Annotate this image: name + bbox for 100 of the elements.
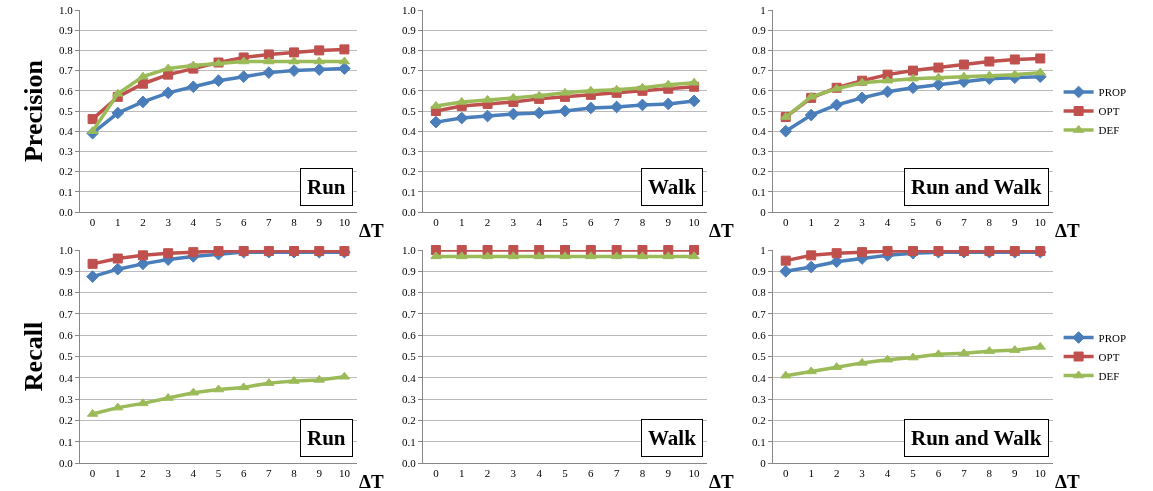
x-tick-label: 8	[639, 216, 646, 229]
x-tick-label: 6	[240, 467, 247, 480]
x-tick-label: 6	[240, 216, 247, 229]
y-tick-label: 1.0	[59, 3, 74, 16]
y-tick-label: 0.3	[752, 145, 767, 158]
y-tick-label: 0.0	[59, 205, 74, 218]
y-tick-label: 0.8	[752, 44, 767, 57]
x-tick-label: 4	[884, 216, 891, 229]
x-tick-label: 3	[510, 467, 517, 480]
y-tick-label: 0.5	[59, 104, 74, 117]
y-tick-label: 1.0	[402, 243, 417, 256]
y-tick-label: 0.5	[752, 350, 767, 363]
x-axis-title: ΔT	[359, 220, 384, 241]
y-tick-label: 0	[760, 205, 767, 218]
x-tick-label: 5	[215, 216, 222, 229]
y-tick-label: 0.1	[752, 435, 766, 448]
y-tick-label: 0.4	[752, 125, 767, 138]
x-tick-label: 1	[808, 467, 814, 480]
x-tick-label: 2	[833, 467, 840, 480]
x-tick-label: 5	[562, 467, 569, 480]
x-tick-label: 4	[536, 467, 543, 480]
x-tick-label: 8	[639, 467, 646, 480]
x-tick-label: 1	[458, 216, 465, 229]
y-tick-label: 0.1	[752, 185, 766, 198]
x-tick-label: 0	[433, 467, 440, 480]
y-axis-title: Recall	[19, 321, 49, 392]
x-tick-label: 9	[1012, 216, 1019, 229]
y-tick-label: 0.6	[402, 84, 417, 97]
y-tick-label: 0.9	[402, 24, 417, 37]
y-tick-label: 1	[760, 3, 766, 16]
x-tick-label: 6	[588, 216, 595, 229]
y-tick-label: 0.7	[402, 307, 417, 320]
x-tick-label: 7	[266, 467, 273, 480]
y-tick-label: 0.1	[402, 185, 416, 198]
legend-label: DEF	[1098, 369, 1120, 382]
x-tick-label: 10	[1034, 467, 1047, 480]
y-tick-label: 0.6	[752, 84, 767, 97]
y-tick-label: 0.5	[752, 104, 767, 117]
annotation: Walk	[648, 175, 697, 199]
legend-label: PROP	[1098, 331, 1127, 344]
x-tick-label: 3	[859, 216, 866, 229]
annotation: Run	[307, 426, 346, 450]
y-tick-label: 0.0	[402, 456, 417, 469]
y-tick-label: 1	[760, 243, 766, 256]
x-axis-title: ΔT	[359, 471, 384, 491]
x-tick-label: 1	[115, 467, 121, 480]
x-tick-label: 0	[782, 467, 789, 480]
y-tick-label: 0.6	[59, 84, 74, 97]
y-tick-label: 0.2	[402, 165, 416, 178]
y-tick-label: 0.7	[59, 64, 74, 77]
y-tick-label: 0.8	[402, 44, 417, 57]
annotation: Run	[307, 175, 346, 199]
x-tick-label: 7	[613, 467, 620, 480]
x-tick-label: 8	[291, 467, 298, 480]
x-tick-label: 3	[859, 467, 866, 480]
x-tick-label: 9	[665, 467, 672, 480]
x-tick-label: 8	[986, 467, 993, 480]
y-tick-label: 0.6	[402, 329, 417, 342]
x-tick-label: 4	[884, 467, 891, 480]
x-tick-label: 3	[165, 467, 172, 480]
x-axis-title: ΔT	[1055, 220, 1080, 241]
y-tick-label: 0.7	[752, 64, 767, 77]
x-tick-label: 6	[935, 467, 942, 480]
y-tick-label: 0.4	[59, 371, 74, 384]
x-tick-label: 5	[562, 216, 569, 229]
x-tick-label: 1	[808, 216, 814, 229]
x-tick-label: 0	[89, 216, 96, 229]
y-tick-label: 0.1	[402, 435, 416, 448]
y-tick-label: 0.2	[752, 165, 766, 178]
y-tick-label: 0.3	[59, 145, 74, 158]
x-tick-label: 10	[688, 467, 701, 480]
x-tick-label: 7	[613, 216, 620, 229]
x-tick-label: 5	[215, 467, 222, 480]
x-axis-title: ΔT	[709, 220, 734, 241]
y-tick-label: 0.2	[752, 414, 766, 427]
x-tick-label: 3	[165, 216, 172, 229]
x-tick-label: 9	[316, 216, 323, 229]
y-tick-label: 0.6	[59, 329, 74, 342]
x-tick-label: 0	[89, 467, 96, 480]
y-tick-label: 0.1	[59, 185, 73, 198]
y-tick-label: 0.2	[59, 414, 73, 427]
x-tick-label: 10	[688, 216, 701, 229]
y-tick-label: 0.8	[402, 286, 417, 299]
x-tick-label: 4	[536, 216, 543, 229]
y-tick-label: 0.3	[59, 392, 74, 405]
x-tick-label: 7	[961, 216, 968, 229]
y-tick-label: 1.0	[402, 3, 417, 16]
y-tick-label: 0.4	[752, 371, 767, 384]
x-axis-title: ΔT	[709, 471, 734, 491]
x-tick-label: 10	[338, 216, 351, 229]
y-tick-label: 0.3	[752, 392, 767, 405]
x-tick-label: 2	[833, 216, 840, 229]
x-tick-label: 9	[316, 467, 323, 480]
y-tick-label: 0.2	[402, 414, 416, 427]
y-tick-label: 0.2	[59, 165, 73, 178]
x-tick-label: 1	[115, 216, 121, 229]
y-tick-label: 0.7	[752, 307, 767, 320]
y-tick-label: 0.9	[752, 265, 767, 278]
y-axis-title: Precision	[19, 59, 49, 163]
x-tick-label: 0	[433, 216, 440, 229]
